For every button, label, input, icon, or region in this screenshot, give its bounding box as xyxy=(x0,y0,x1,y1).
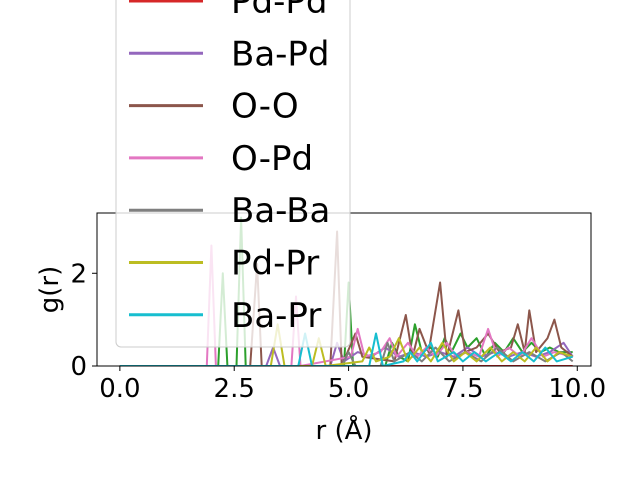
y-axis-label: g(r) xyxy=(35,266,65,313)
x-tick-label: 10.0 xyxy=(548,374,606,404)
legend-label: Pd-Pr xyxy=(231,244,319,284)
series-line-ba-ba xyxy=(119,341,574,366)
y-tick-label: 0 xyxy=(70,352,87,382)
legend-label: Ba-Pr xyxy=(231,296,321,336)
legend-label: O-Pd xyxy=(231,139,313,179)
legend-label: Ba-Pd xyxy=(231,34,330,74)
legend-label: Ba-Ba xyxy=(231,191,330,231)
legend-label: Pd-Pd xyxy=(231,0,327,22)
x-tick-label: 7.5 xyxy=(442,374,483,404)
series-line-ba-pr xyxy=(119,332,573,366)
legend-label: O-O xyxy=(231,87,299,127)
x-tick-label: 5.0 xyxy=(328,374,369,404)
ticks-layer: 0.0 2.5 5.0 7.5 10.0 0 2 xyxy=(70,259,606,404)
legend: Pd-Pd Ba-Pd O-O O-Pd Ba-Ba Pd-Pr Ba-Pr xyxy=(115,0,351,348)
x-axis-label: r (Å) xyxy=(315,414,372,446)
series-line-pd-pr xyxy=(119,323,574,366)
x-tick-label: 0.0 xyxy=(99,374,140,404)
x-tick-label: 2.5 xyxy=(214,374,255,404)
y-tick-label: 2 xyxy=(70,259,87,289)
legend-box xyxy=(115,0,351,348)
